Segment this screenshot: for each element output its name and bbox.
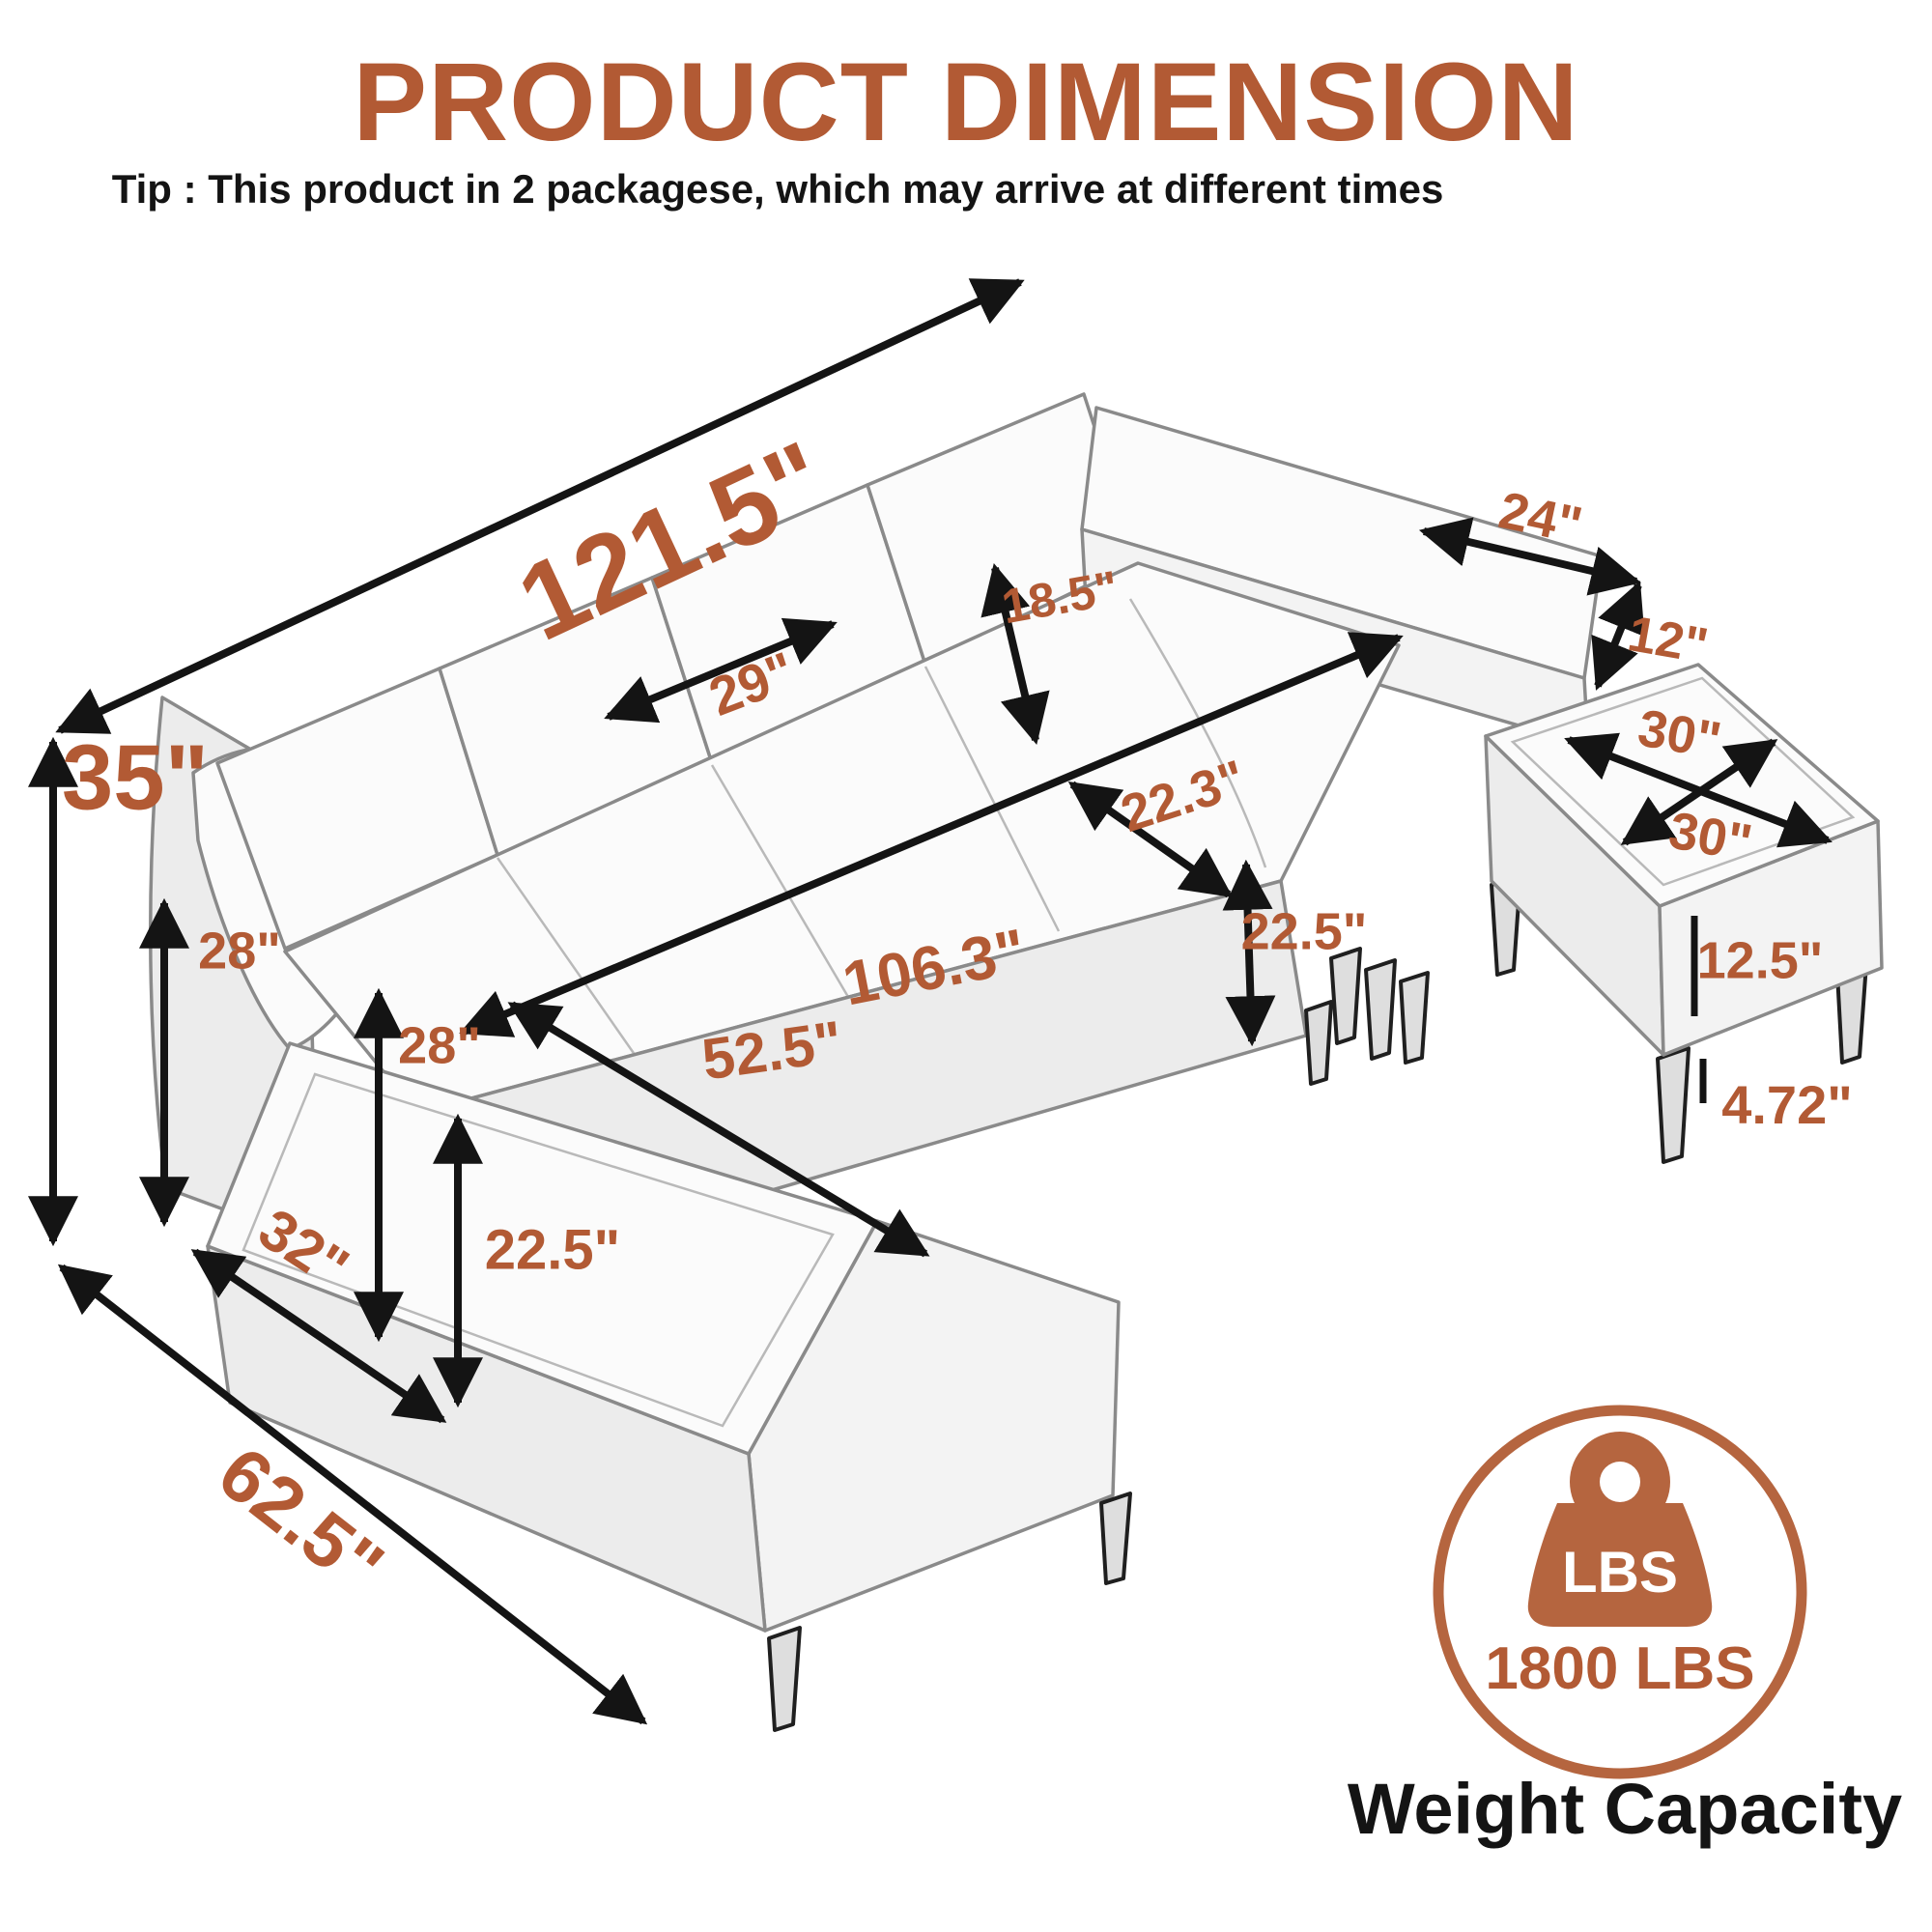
page-title: PRODUCT DIMENSION [353,41,1578,164]
dim-leg-height: 4.72" [1721,1074,1853,1135]
dim-seat-height-corner: 22.5" [1241,902,1368,960]
dim-arm-pillow-thickness: 12" [1624,606,1712,674]
ottoman-leg [1656,1046,1690,1164]
weight-icon-body [1527,1503,1713,1627]
weight-capacity-caption: Weight Capacity [1348,1769,1902,1849]
weight-icon-label: LBS [1562,1540,1678,1605]
arrow-arm-pillow-thickness [1591,581,1645,691]
weight-icon: LBS [1527,1432,1713,1627]
dimension-arrows [28,278,1833,1725]
dim-ottoman-height: 12.5" [1697,931,1824,989]
sofa-leg [1329,947,1362,1045]
sofa-leg [1364,958,1397,1061]
dim-ottoman-width: 30" [1634,698,1725,770]
arrow-overall-width [55,278,1025,734]
arrow-seat-height-corner [1222,859,1276,1047]
arrow-interior-width [459,632,1404,1037]
weight-capacity-badge: LBS 1800 LBS Weight Capacity [1348,1405,1902,1849]
arrow-chaise-length [507,1001,930,1258]
dim-chaise-height: 22.5" [485,1218,620,1281]
chaise-leg [767,1626,802,1732]
chaise-leg [1099,1492,1132,1585]
dim-overall-height: 35" [62,725,209,829]
sofa-leg [1304,1000,1333,1086]
weight-capacity-value: 1800 LBS [1485,1635,1754,1702]
dim-back-height-left: 28" [198,922,281,980]
dim-arm-height: 28" [398,1016,481,1074]
arrow-ottoman-depth [1564,732,1833,848]
arrow-overall-depth [57,1264,648,1725]
sofa-leg [1399,971,1430,1065]
tip-text: Tip : This product in 2 packagese, which… [112,166,1444,212]
dim-ottoman-depth: 30" [1664,801,1756,872]
weight-icon-handle-hole [1600,1462,1640,1502]
arrow-arm-pillow-width [1418,517,1642,596]
